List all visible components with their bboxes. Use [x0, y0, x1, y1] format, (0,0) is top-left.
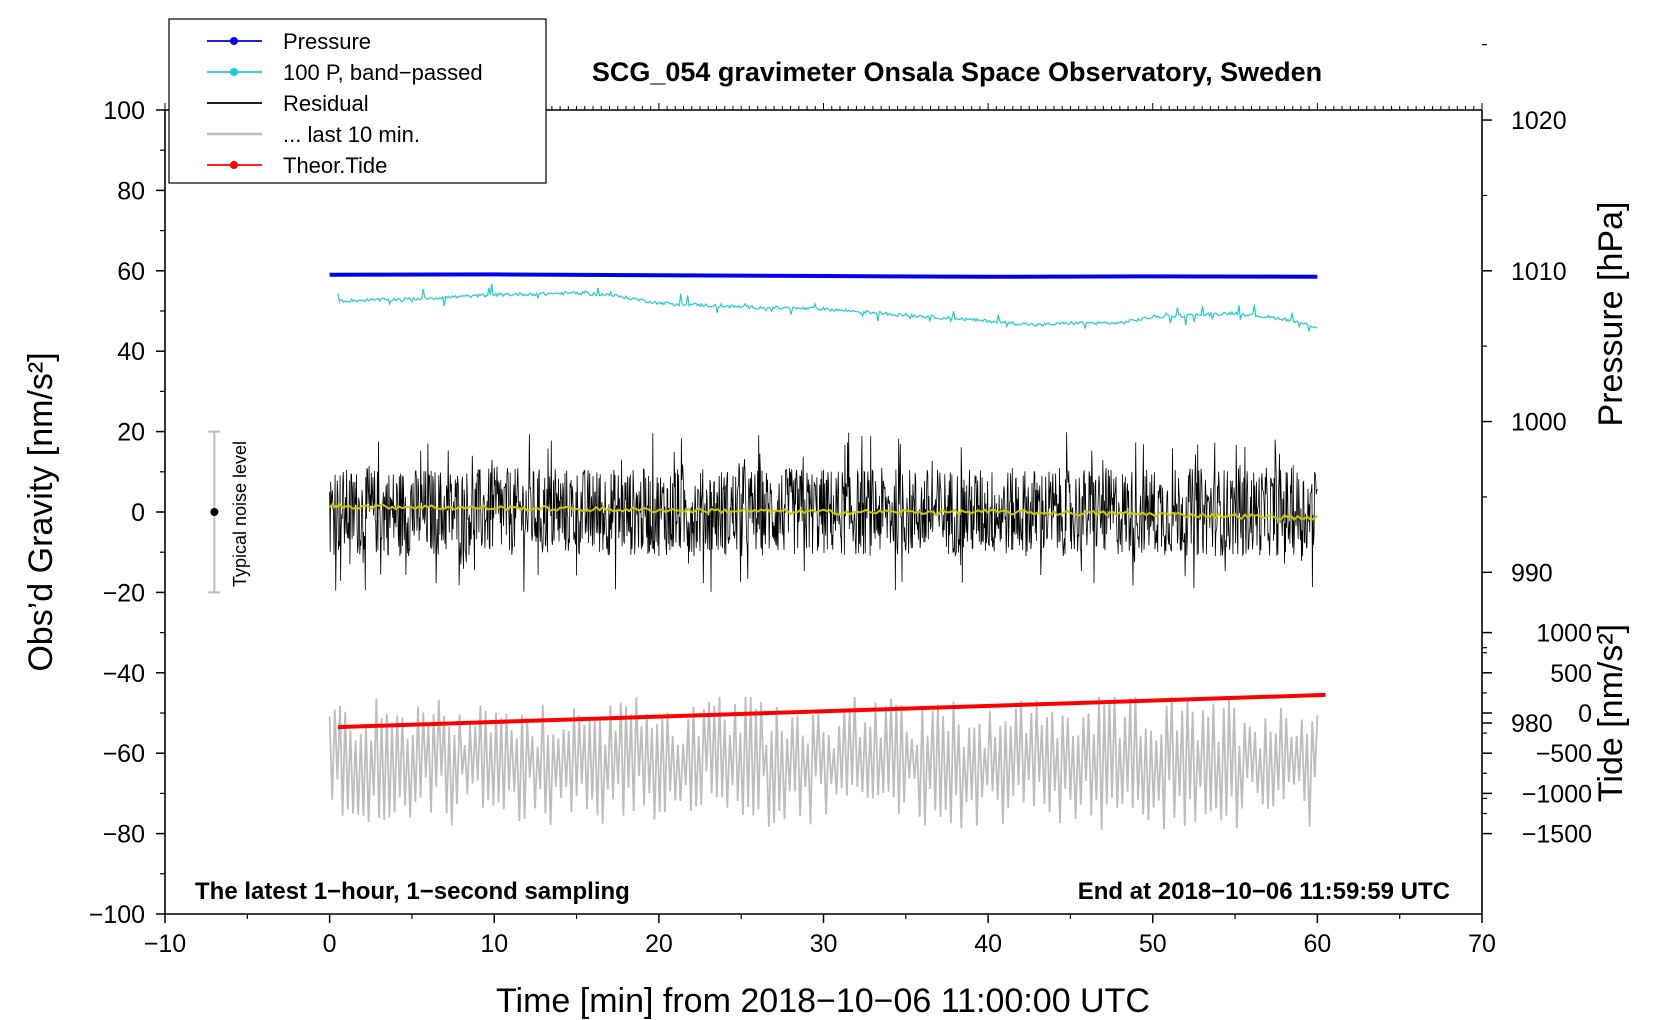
legend: Pressure 100 P, band−passed Residual ... la…	[168, 18, 547, 184]
legend-entry: Theor.Tide	[207, 153, 387, 178]
y-tick-label: −80	[103, 821, 145, 849]
y-tick-label: 40	[117, 338, 145, 366]
chart-title: SCG_054 gravimeter Onsala Space Observat…	[592, 57, 1322, 87]
legend-swatch-marker	[230, 68, 238, 76]
tide-axis-title: Tide [nm/s²]	[1592, 624, 1630, 802]
x-tick-label: 30	[810, 930, 838, 958]
y-tick-label: 20	[117, 419, 145, 447]
tide-tick-label: 0	[1578, 700, 1592, 728]
series-residual	[329, 432, 1318, 592]
x-tick-label: 40	[974, 930, 1002, 958]
pressure-axis-title: Pressure [hPa]	[1592, 202, 1630, 427]
x-tick-label: −10	[144, 930, 186, 958]
pressure-axis-ticks: 9809901000101010201030	[1482, 44, 1567, 800]
legend-entry: ... last 10 min.	[207, 122, 420, 147]
legend-entry: Residual	[207, 91, 369, 116]
legend-label: ... last 10 min.	[283, 122, 420, 147]
y-tick-label: −60	[103, 740, 145, 768]
y-tick-label: −100	[89, 901, 145, 929]
legend-label: Residual	[283, 91, 369, 116]
x-tick-label: 20	[645, 930, 673, 958]
legend-label: 100 P, band−passed	[283, 60, 483, 85]
pressure-tick-label: 1010	[1511, 258, 1567, 286]
x-tick-label: 0	[323, 930, 337, 958]
tide-tick-label: −500	[1536, 740, 1592, 768]
y-tick-label: −40	[103, 660, 145, 688]
tide-tick-label: −1000	[1522, 780, 1592, 808]
noise-bar	[208, 430, 221, 594]
noise-bar-center-dot	[210, 508, 219, 516]
y-tick-label: 100	[103, 97, 145, 125]
series-pressure	[329, 272, 1318, 279]
y-tick-label: −20	[103, 579, 145, 607]
series-band-passed-pressure	[337, 283, 1318, 332]
legend-entry: 100 P, band−passed	[207, 60, 483, 85]
x-tick-label: 50	[1139, 930, 1167, 958]
legend-swatch-marker	[230, 37, 238, 45]
series-theor-tide	[337, 692, 1326, 730]
y-tick-label: 0	[131, 499, 145, 527]
series-layer	[328, 272, 1326, 830]
x-axis-title: Time [min] from 2018−10−06 11:00:00 UTC	[496, 982, 1150, 1020]
y-axis-title: Obs’d Gravity [nm/s²]	[22, 352, 60, 671]
x-tick-label: 10	[480, 930, 508, 958]
legend-swatch-marker	[230, 161, 238, 169]
y-axis-ticks: −100 −80 −60 −40 −20 0 20 40 60 80 100	[89, 97, 165, 929]
tide-tick-label: 500	[1550, 660, 1592, 688]
end-time-note: End at 2018−10−06 11:59:59 UTC	[1078, 878, 1450, 905]
pressure-tick-label: 1020	[1511, 107, 1567, 135]
pressure-tick-label: 1000	[1511, 409, 1567, 437]
tide-tick-label: −1500	[1522, 821, 1592, 849]
series-residual-smoothed	[328, 502, 1319, 522]
x-tick-label: 60	[1303, 930, 1331, 958]
x-tick-label: 70	[1468, 930, 1496, 958]
legend-box	[168, 18, 547, 184]
legend-label: Pressure	[283, 29, 371, 54]
y-tick-label: 80	[117, 177, 145, 205]
pressure-tick-label: 980	[1511, 710, 1553, 738]
sampling-note: The latest 1−hour, 1−second sampling	[195, 878, 630, 905]
pressure-tick-label: 990	[1511, 559, 1553, 587]
series-last-10-min	[328, 696, 1319, 830]
tide-tick-label: 1000	[1536, 620, 1592, 648]
y-tick-label: 60	[117, 258, 145, 286]
legend-entry: Pressure	[207, 29, 371, 54]
x-axis-ticks: −10 0 10 20 30 40 50 60 70	[144, 914, 1496, 958]
noise-label: Typical noise level	[230, 441, 250, 587]
tide-axis-ticks: −1500 −1000 −500 0 500 1000	[1482, 620, 1592, 849]
legend-label: Theor.Tide	[283, 153, 387, 178]
